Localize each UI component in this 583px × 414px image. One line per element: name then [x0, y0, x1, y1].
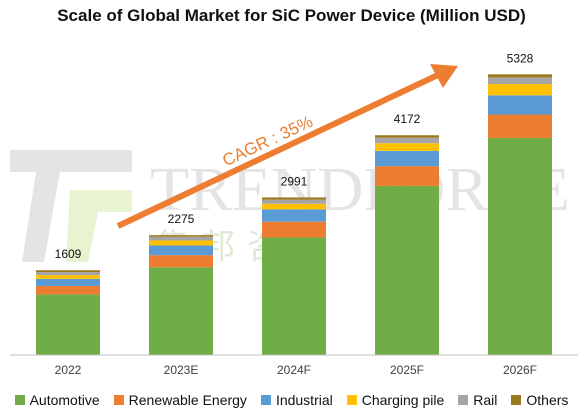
bar-segment-automotive-2022	[36, 294, 100, 355]
bar-segment-industrial-2022	[36, 278, 100, 286]
bar-segment-others-2024f	[262, 197, 326, 200]
legend-item: Automotive	[14, 392, 100, 408]
x-tick-labels: 2022 2023E 2024F 2025F 2026F	[55, 363, 537, 377]
bar-segment-renewable-energy-2025f	[375, 166, 439, 186]
legend-label: Charging pile	[361, 392, 445, 408]
watermark-logo-icon	[10, 150, 132, 262]
total-value-label: 1609	[55, 247, 82, 261]
cagr-arrow-head	[430, 64, 458, 88]
bar-segment-renewable-energy-2024f	[262, 221, 326, 238]
legend-label: Industrial	[275, 392, 333, 408]
bar-segment-industrial-2025f	[375, 150, 439, 167]
bar-segment-others-2022	[36, 270, 100, 273]
legend-item: Renewable Energy	[113, 392, 247, 408]
legend-item: Charging pile	[346, 392, 445, 408]
legend-item: Rail	[458, 392, 497, 408]
bar-segment-charging-pile-2026f	[488, 83, 552, 96]
bar-segment-rail-2023e	[149, 236, 213, 241]
total-value-label: 4172	[394, 112, 421, 126]
legend-label: Others	[526, 392, 569, 408]
total-value-label: 5328	[507, 51, 534, 65]
x-tick-label: 2022	[55, 363, 82, 377]
bar-segment-renewable-energy-2023e	[149, 255, 213, 268]
bar-segment-renewable-energy-2026f	[488, 114, 552, 138]
bar-segment-rail-2026f	[488, 77, 552, 84]
bar-segment-charging-pile-2023e	[149, 240, 213, 246]
bar-segment-charging-pile-2025f	[375, 143, 439, 151]
chart-legend: Automotive Renewable Energy Industrial Char…	[0, 390, 583, 410]
x-tick-label: 2023E	[164, 363, 199, 377]
bar-segment-automotive-2025f	[375, 185, 439, 355]
bar-segment-industrial-2024f	[262, 209, 326, 222]
bar-total-labels: 1609 2275 2991 4172 5328	[55, 51, 534, 261]
x-tick-label: 2024F	[277, 363, 311, 377]
legend-item: Industrial	[260, 392, 333, 408]
legend-label: Automotive	[29, 392, 100, 408]
legend-label: Renewable Energy	[128, 392, 247, 408]
bar-segment-others-2023e	[149, 235, 213, 237]
bar-segment-rail-2024f	[262, 199, 326, 204]
bar-segment-industrial-2026f	[488, 95, 552, 115]
bar-segment-charging-pile-2024f	[262, 203, 326, 210]
legend-swatch	[458, 395, 469, 405]
bars-layer	[36, 74, 552, 355]
legend-swatch	[113, 395, 124, 405]
bar-segment-automotive-2023e	[149, 267, 213, 355]
bar-segment-industrial-2023e	[149, 245, 213, 256]
legend-swatch	[260, 395, 271, 405]
bar-segment-automotive-2024f	[262, 237, 326, 355]
bar-segment-charging-pile-2022	[36, 275, 100, 279]
total-value-label: 2275	[168, 212, 195, 226]
legend-swatch	[14, 395, 25, 405]
bar-segment-others-2025f	[375, 135, 439, 138]
x-tick-label: 2025F	[390, 363, 424, 377]
x-tick-label: 2026F	[503, 363, 537, 377]
legend-swatch	[346, 395, 357, 405]
bar-segment-automotive-2026f	[488, 137, 552, 355]
bar-segment-rail-2022	[36, 272, 100, 276]
legend-label: Rail	[473, 392, 498, 408]
chart-title: Scale of Global Market for SiC Power Dev…	[57, 6, 526, 25]
cagr-arrow-shaft	[116, 71, 442, 229]
total-value-label: 2991	[281, 174, 308, 188]
bar-segment-rail-2025f	[375, 137, 439, 144]
bar-segment-renewable-energy-2022	[36, 285, 100, 295]
legend-swatch	[511, 395, 522, 405]
legend-item: Others	[511, 392, 568, 408]
watermark-logo-accent-icon	[66, 190, 132, 262]
bar-segment-others-2026f	[488, 74, 552, 78]
